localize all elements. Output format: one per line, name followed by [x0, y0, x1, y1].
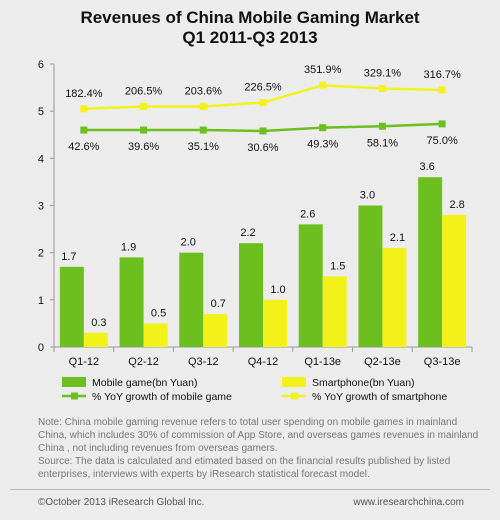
y-tick-label: 4 — [38, 153, 44, 165]
line-marker — [319, 81, 327, 89]
line-value-label: 39.6% — [128, 141, 159, 153]
bar-value-label: 2.0 — [181, 237, 196, 249]
x-tick-label: Q1-13e — [304, 356, 341, 368]
bar-mobile-game — [358, 205, 383, 347]
line-marker — [80, 105, 88, 113]
bar-mobile-game — [418, 177, 443, 347]
bar-value-label: 1.0 — [270, 284, 285, 296]
line-marker — [378, 122, 386, 130]
bar-value-label: 2.6 — [300, 208, 315, 220]
legend-label: % YoY growth of smartphone — [312, 391, 447, 403]
chart-title-sub: Q1 2011-Q3 2013 — [182, 28, 318, 47]
revenue-chart: 0 1 2 3 4 5 6 Q1-12 Q2-12 Q3-12 Q4-12 Q1-13e Q2-13e Q… — [38, 59, 473, 403]
bar-mobile-game — [179, 252, 204, 347]
line-marker — [378, 85, 386, 93]
line-marker — [80, 126, 88, 134]
legend-swatch-marker — [291, 392, 298, 400]
line-value-label: 42.6% — [68, 141, 99, 153]
bar-smartphone — [322, 276, 347, 347]
copyright-text: ©October 2013 iResearch Global Inc. — [38, 497, 205, 508]
line-marker — [199, 126, 207, 134]
y-tick-label: 1 — [38, 295, 44, 307]
line-value-label: 58.1% — [367, 137, 398, 149]
bar-mobile-game — [298, 224, 323, 347]
line-marker — [438, 86, 446, 94]
x-tick-label: Q2-12 — [128, 356, 159, 368]
y-tick-label: 2 — [38, 248, 44, 260]
bar-smartphone — [263, 299, 287, 347]
chart-note: Note: China mobile gaming revenue refers… — [38, 416, 482, 481]
line-value-label: 226.5% — [244, 82, 282, 94]
chart-data-labels: 1.7 1.9 2.0 2.2 2.6 3.0 3.6 0.3 0.5 0.7 1.0 1.5 2.1 2… — [61, 64, 465, 329]
chart-lines — [80, 81, 446, 135]
line-marker — [140, 102, 148, 110]
line-value-label: 203.6% — [185, 85, 223, 97]
line-value-label: 75.0% — [427, 135, 458, 147]
chart-title: Revenues of China Mobile Gaming Market Q… — [0, 8, 500, 48]
x-tick-label: Q4-12 — [248, 356, 279, 368]
bar-value-label: 2.8 — [449, 199, 464, 211]
line-value-label: 35.1% — [188, 141, 219, 153]
source-text: Source: The data is calculated and etima… — [38, 456, 451, 480]
y-tick-label: 3 — [38, 201, 44, 213]
bar-smartphone — [143, 323, 168, 347]
bar-mobile-game — [59, 266, 84, 347]
chart-title-main: Revenues of China Mobile Gaming Market — [80, 8, 420, 27]
legend-label: % YoY growth of mobile game — [92, 391, 232, 403]
bar-smartphone — [442, 214, 467, 347]
y-tick-label: 0 — [38, 342, 44, 354]
legend-swatch-marker — [71, 392, 78, 400]
chart-legend: Mobile game(bn Yuan) Smartphone(bn Yuan)%… — [62, 377, 447, 403]
x-tick-label: Q3-12 — [188, 356, 219, 368]
x-tick-label: Q1-12 — [69, 356, 100, 368]
bar-smartphone — [83, 332, 108, 347]
bar-mobile-game — [239, 243, 263, 347]
line-value-label: 351.9% — [304, 64, 342, 76]
legend-label: Smartphone(bn Yuan) — [312, 377, 415, 389]
bar-value-label: 2.2 — [240, 227, 255, 239]
line-marker — [259, 99, 267, 107]
bar-value-label: 2.1 — [390, 232, 405, 244]
bar-value-label: 3.0 — [360, 190, 375, 202]
line-value-label: 49.3% — [307, 139, 338, 151]
line-value-label: 329.1% — [364, 68, 402, 80]
bar-value-label: 1.7 — [61, 251, 76, 263]
line-value-label: 30.6% — [247, 142, 278, 154]
legend-swatch-bar — [282, 377, 306, 387]
bar-value-label: 0.7 — [211, 298, 226, 310]
bar-value-label: 1.5 — [330, 260, 345, 272]
line-value-label: 316.7% — [423, 69, 461, 81]
legend-swatch-bar — [62, 377, 86, 387]
line-marker — [259, 127, 267, 135]
bar-smartphone — [203, 313, 228, 347]
footer-divider — [10, 489, 490, 490]
website-text: www.iresearchchina.com — [353, 497, 464, 508]
y-tick-label: 5 — [38, 106, 44, 118]
line-value-label: 206.5% — [125, 85, 163, 97]
line-marker — [319, 124, 327, 132]
bar-value-label: 1.9 — [121, 241, 136, 253]
legend-label: Mobile game(bn Yuan) — [92, 377, 197, 389]
x-tick-label: Q2-13e — [364, 356, 401, 368]
bar-value-label: 0.5 — [151, 307, 166, 319]
line-marker — [199, 102, 207, 110]
chart-bars — [59, 177, 467, 347]
line-marker — [140, 126, 148, 134]
line-value-label: 182.4% — [65, 88, 103, 100]
x-tick-label: Q3-13e — [424, 356, 461, 368]
bar-mobile-game — [119, 257, 144, 347]
bar-value-label: 3.6 — [419, 161, 434, 173]
bar-value-label: 0.3 — [91, 317, 106, 329]
line-marker — [438, 120, 446, 128]
y-tick-label: 6 — [38, 59, 44, 71]
note-text: Note: China mobile gaming revenue refers… — [38, 417, 479, 454]
bar-smartphone — [382, 247, 407, 347]
